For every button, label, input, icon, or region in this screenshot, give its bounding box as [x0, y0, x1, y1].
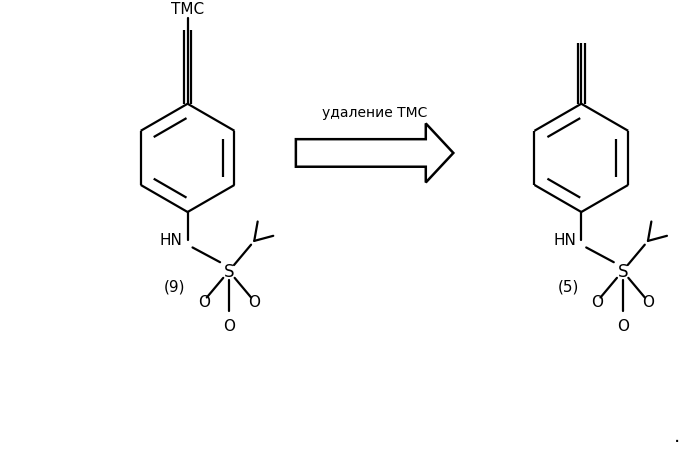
Text: O: O [197, 294, 209, 309]
Text: O: O [617, 319, 629, 334]
Polygon shape [296, 124, 454, 183]
Text: .: . [673, 426, 680, 445]
Text: O: O [592, 294, 603, 309]
Text: HN: HN [554, 232, 576, 248]
Text: ТМС: ТМС [171, 2, 204, 17]
Text: O: O [642, 294, 654, 309]
Text: HN: HN [160, 232, 183, 248]
Text: O: O [248, 294, 260, 309]
Text: S: S [617, 263, 628, 281]
Text: S: S [224, 263, 234, 281]
Text: (5): (5) [558, 279, 579, 294]
Text: O: O [223, 319, 235, 334]
Text: (9): (9) [164, 279, 186, 294]
Text: удаление ТМС: удаление ТМС [322, 105, 427, 119]
